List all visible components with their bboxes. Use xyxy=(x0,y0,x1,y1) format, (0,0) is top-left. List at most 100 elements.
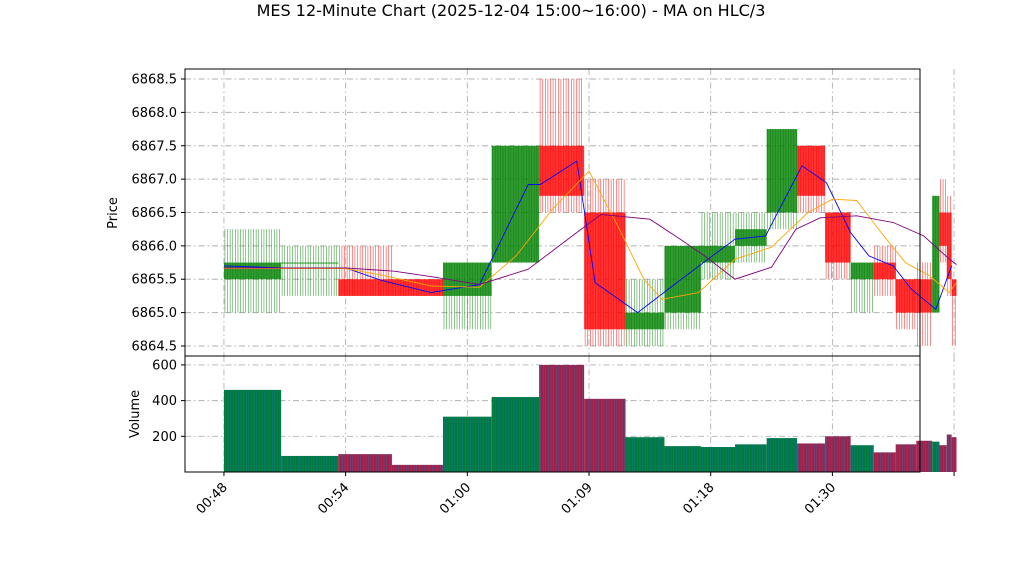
volume-bar-fill xyxy=(391,464,443,472)
volume-bar xyxy=(946,434,952,472)
volume-bar xyxy=(873,452,896,472)
volume-bar-fill xyxy=(223,389,282,472)
price-bar-body xyxy=(932,195,940,313)
volume-bar-fill xyxy=(281,455,339,472)
volume-bar-fill xyxy=(946,434,952,472)
volume-bar-fill xyxy=(735,444,767,472)
volume-panel-frame xyxy=(184,355,921,473)
price-bar-body xyxy=(895,279,917,313)
volume-bar-fill xyxy=(442,416,492,472)
volume-bar-fill xyxy=(916,440,933,472)
moving-average-lines xyxy=(223,160,957,314)
price-tick-label: 6868.0 xyxy=(132,106,178,121)
volume-bars xyxy=(223,364,957,472)
price-bar-body xyxy=(873,262,896,280)
price-bar xyxy=(932,195,940,313)
volume-bar xyxy=(491,397,540,472)
volume-bar xyxy=(442,416,492,472)
price-bar xyxy=(281,245,339,296)
x-tick-label: 01:30 xyxy=(802,480,839,517)
price-bar xyxy=(584,179,626,346)
volume-bar-fill xyxy=(491,397,540,472)
price-bar-body xyxy=(625,312,665,330)
volume-tick-label: 200 xyxy=(152,430,177,445)
volume-bar-fill xyxy=(932,441,940,472)
volume-bar xyxy=(850,445,874,472)
price-bar-body xyxy=(825,212,851,263)
volume-bar xyxy=(223,389,282,472)
price-bar-body xyxy=(946,212,952,280)
volume-bar xyxy=(735,444,767,472)
volume-bar-fill xyxy=(895,444,917,472)
price-bar-body xyxy=(442,262,492,296)
volume-bar-fill xyxy=(873,452,896,472)
volume-y-axis: 200 400 600 xyxy=(152,358,185,445)
price-tick-label: 6866.0 xyxy=(132,239,178,254)
volume-tick-label: 600 xyxy=(152,358,177,373)
volume-bar xyxy=(584,398,626,472)
volume-bar-fill xyxy=(797,443,826,472)
price-tick-label: 6865.0 xyxy=(132,306,178,321)
price-tick-label: 6864.5 xyxy=(132,339,178,354)
price-bar xyxy=(825,212,851,280)
price-bar-body xyxy=(281,262,339,264)
price-bar-body xyxy=(766,129,798,213)
volume-bar xyxy=(916,440,933,472)
price-bar xyxy=(700,212,736,280)
volume-bar-fill xyxy=(951,437,957,472)
price-bar-body xyxy=(916,279,933,313)
price-bar xyxy=(539,79,585,213)
volume-bar xyxy=(664,446,701,472)
volume-bar xyxy=(951,437,957,472)
volume-bar xyxy=(625,437,665,472)
x-tick-label: 01:00 xyxy=(437,480,474,517)
volume-bar-fill xyxy=(825,436,851,472)
price-bar-body xyxy=(584,212,626,330)
volume-bar xyxy=(281,455,339,472)
price-bar-body xyxy=(391,279,443,296)
price-bar xyxy=(797,145,826,213)
price-bar xyxy=(895,279,917,330)
moving-average-line xyxy=(223,214,957,286)
volume-bar xyxy=(895,444,917,472)
price-bar xyxy=(223,229,282,313)
price-bar xyxy=(850,262,874,313)
volume-bar-fill xyxy=(766,438,798,472)
price-bar xyxy=(873,245,896,296)
price-bar-body xyxy=(223,262,282,280)
volume-bar-fill xyxy=(664,446,701,472)
price-bar xyxy=(946,195,952,296)
price-tick-label: 6866.5 xyxy=(132,206,178,221)
volume-bar xyxy=(939,445,947,472)
price-tick-label: 6867.5 xyxy=(132,139,178,154)
price-bar xyxy=(442,262,492,330)
price-bar xyxy=(391,279,443,296)
price-bar xyxy=(951,279,957,346)
volume-tick-label: 400 xyxy=(152,394,177,409)
price-bar-body xyxy=(951,279,957,296)
volume-bar xyxy=(338,454,393,472)
price-bar-body xyxy=(664,245,701,313)
x-tick-label: 00:48 xyxy=(194,480,231,517)
price-bar-body xyxy=(700,245,736,263)
price-bar-body xyxy=(939,212,947,246)
volume-bar-fill xyxy=(939,445,947,472)
price-tick-label: 6868.5 xyxy=(132,73,178,88)
price-y-axis-label: Price xyxy=(106,197,121,229)
price-bar-body xyxy=(797,145,826,196)
volume-bar xyxy=(797,443,826,472)
x-tick-label: 01:18 xyxy=(680,480,717,517)
volume-bar xyxy=(766,438,798,472)
volume-bar xyxy=(391,464,444,472)
volume-bar xyxy=(539,364,585,472)
moving-average-line xyxy=(223,170,957,300)
price-tick-label: 6867.0 xyxy=(132,173,178,188)
price-bar-body xyxy=(338,279,392,296)
volume-bar-fill xyxy=(338,454,392,472)
volume-bar xyxy=(700,447,736,472)
price-y-axis: 6864.5 6865.0 6865.5 6866.0 6866.5 6867.0 6867… xyxy=(132,73,185,354)
price-tick-label: 6865.5 xyxy=(132,273,178,288)
price-bar xyxy=(664,245,701,330)
price-bar xyxy=(766,129,798,230)
